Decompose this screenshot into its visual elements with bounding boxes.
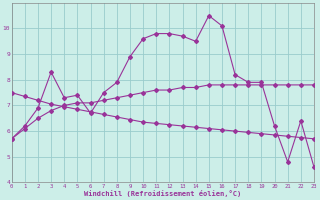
X-axis label: Windchill (Refroidissement éolien,°C): Windchill (Refroidissement éolien,°C) bbox=[84, 190, 242, 197]
